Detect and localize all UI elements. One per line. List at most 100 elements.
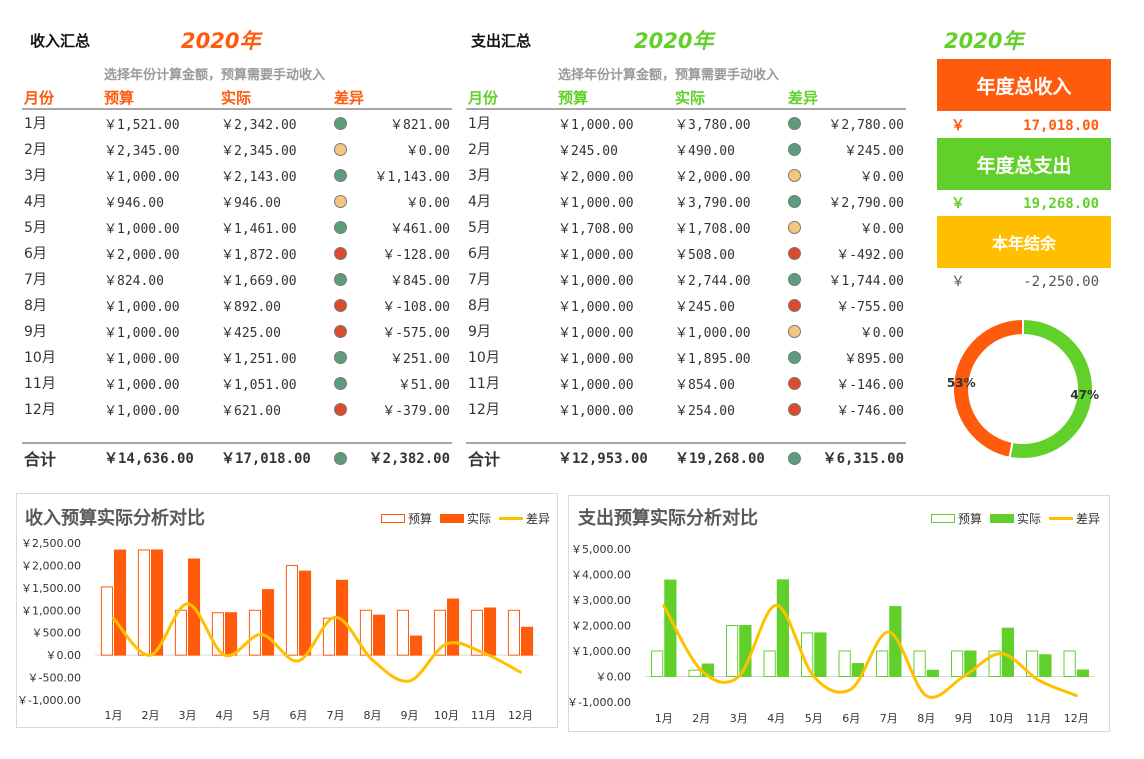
budget-cell: ￥1,000.00: [558, 403, 634, 419]
income-table: 月份 预算 实际 差异 1月 ￥1,521.00 ￥2,342.00 ￥821.00 2…: [22, 86, 453, 472]
income-year[interactable]: 2020年: [181, 29, 261, 53]
table-row: 12月 ￥1,000.00 ￥254.00 ￥-746.00: [466, 396, 906, 422]
actual-cell: ￥1,872.00: [221, 247, 297, 263]
budget-bar: [359, 609, 372, 656]
month-cell: 9月: [24, 324, 47, 340]
month-cell: 7月: [24, 272, 47, 288]
actual-cell: ￥425.00: [221, 325, 281, 341]
actual-bar: [1001, 627, 1014, 678]
x-tick-label: 6月: [290, 709, 308, 722]
month-cell: 11月: [24, 376, 56, 392]
x-tick-label: 10月: [434, 709, 459, 722]
diff-cell: ￥-108.00: [382, 299, 451, 315]
table-row: 2月 ￥2,345.00 ￥2,345.00 ￥0.00: [22, 136, 452, 162]
budget-bar: [913, 650, 926, 677]
expense-bar-chart: ￥-1,000.00 ￥0.00 ￥1,000.00 ￥2,000.00 ￥3,000.…: [569, 543, 1095, 725]
actual-bar: [484, 607, 497, 656]
month-cell: 2月: [24, 142, 47, 158]
table-row: 3月 ￥1,000.00 ￥2,143.00 ￥1,143.00: [22, 162, 452, 188]
legend-budget-swatch: [381, 514, 405, 523]
budget-bar: [507, 609, 520, 656]
y-tick-label: ￥-1,000.00: [17, 694, 81, 707]
diff-cell: ￥2,790.00: [828, 195, 905, 211]
actual-cell: ￥3,780.00: [675, 117, 751, 133]
actual-cell: ￥854.00: [675, 377, 735, 393]
actual-bar: [889, 606, 902, 677]
expense-chart-legend: 预算 实际 差异: [923, 510, 1100, 527]
month-cell: 10月: [24, 350, 56, 366]
actual-cell: ￥245.00: [675, 299, 735, 315]
header-budget: 预算: [102, 86, 219, 110]
table-row: 6月 ￥1,000.00 ￥508.00 ￥-492.00: [466, 240, 906, 266]
summary-year[interactable]: 2020年: [944, 29, 1024, 53]
annual-income-label: 年度总收入: [937, 59, 1111, 111]
budget-cell: ￥1,000.00: [558, 195, 634, 211]
income-hint: 选择年份计算金额，预算需要手动收入: [104, 68, 326, 83]
budget-bar: [470, 609, 483, 656]
table-row: 5月 ￥1,708.00 ￥1,708.00 ￥0.00: [466, 214, 906, 240]
table-row: 8月 ￥1,000.00 ￥892.00 ￥-108.00: [22, 292, 452, 318]
diff-cell: ￥245.00: [844, 143, 905, 159]
x-tick-label: 10月: [989, 712, 1014, 725]
diff-cell: ￥845.00: [390, 273, 451, 289]
donut-slice-income: [952, 317, 1024, 459]
y-tick-label: ￥3,000.00: [571, 594, 631, 607]
month-cell: 5月: [468, 220, 491, 236]
diff-cell: ￥895.00: [844, 351, 905, 367]
diff-cell: ￥821.00: [390, 117, 451, 133]
x-tick-label: 3月: [730, 712, 748, 725]
month-cell: 9月: [468, 324, 491, 340]
x-tick-label: 8月: [364, 709, 382, 722]
annual-expense-value: ￥ 19,268.00: [937, 192, 1111, 216]
actual-cell: ￥2,744.00: [675, 273, 751, 289]
status-dot: [788, 324, 801, 338]
actual-cell: ￥1,669.00: [221, 273, 297, 289]
y-tick-label: ￥500.00: [32, 627, 82, 640]
actual-cell: ￥2,345.00: [221, 143, 297, 159]
budget-bar: [248, 609, 261, 656]
y-tick-label: ￥2,000.00: [21, 559, 81, 572]
x-tick-label: 3月: [179, 709, 197, 722]
diff-cell: ￥51.00: [397, 377, 451, 393]
diff-cell: ￥-755.00: [836, 299, 905, 315]
budget-cell: ￥1,000.00: [558, 351, 634, 367]
table-row: 2月 ￥245.00 ￥490.00 ￥245.00: [466, 136, 906, 162]
income-total-row: 合计 ￥14,636.00 ￥17,018.00 ￥2,382.00: [22, 442, 453, 472]
month-cell: 6月: [468, 246, 491, 262]
legend-actual-swatch: [990, 514, 1015, 523]
income-currency: ￥: [951, 118, 965, 134]
actual-cell: ￥1,708.00: [675, 221, 751, 237]
actual-cell: ￥1,251.00: [221, 351, 297, 367]
income-bar-chart: ￥-1,000.00 ￥-500.00 ￥0.00 ￥500.00 ￥1,000.00 ￥…: [17, 537, 539, 722]
month-cell: 3月: [468, 168, 491, 184]
month-cell: 6月: [24, 246, 47, 262]
actual-bar: [225, 612, 238, 656]
x-tick-label: 2月: [692, 712, 710, 725]
expense-chart-title: 支出预算实际分析对比: [578, 508, 758, 529]
income-chart-panel: 收入预算实际分析对比 预算 实际 差异 ￥-1,000.00 ￥-500.00 ￥0…: [16, 493, 558, 728]
header-budget: 预算: [556, 86, 673, 110]
budget-cell: ￥1,000.00: [104, 325, 180, 341]
x-tick-label: 6月: [842, 712, 860, 725]
budget-bar: [763, 650, 776, 677]
budget-cell: ￥2,000.00: [104, 247, 180, 263]
table-row: 1月 ￥1,000.00 ￥3,780.00 ￥2,780.00: [466, 109, 906, 136]
month-cell: 1月: [24, 116, 47, 132]
status-dot: [334, 168, 347, 182]
budget-cell: ￥2,000.00: [558, 169, 634, 185]
actual-bar: [262, 589, 275, 656]
expense-year[interactable]: 2020年: [634, 29, 714, 53]
status-dot: [334, 246, 347, 260]
budget-cell: ￥1,000.00: [104, 403, 180, 419]
actual-bar: [521, 626, 534, 656]
month-cell: 8月: [24, 298, 47, 314]
actual-cell: ￥2,000.00: [675, 169, 751, 185]
status-dot: [334, 324, 347, 338]
budget-bar: [174, 609, 187, 656]
table-row: 1月 ￥1,521.00 ￥2,342.00 ￥821.00: [22, 109, 452, 136]
table-row: 10月 ￥1,000.00 ￥1,895.00 ￥895.00: [466, 344, 906, 370]
header-diff: 差异: [332, 86, 453, 110]
status-dot: [788, 116, 801, 130]
total-label: 合计: [22, 442, 102, 472]
table-row: 3月 ￥2,000.00 ￥2,000.00 ￥0.00: [466, 162, 906, 188]
